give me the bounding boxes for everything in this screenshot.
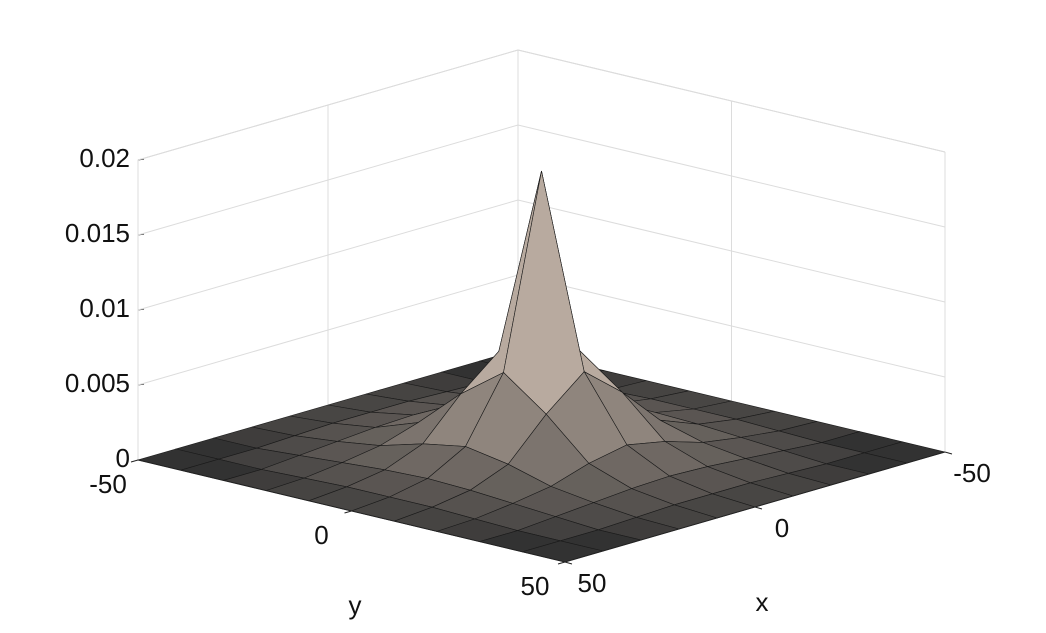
x-tick: [564, 561, 573, 565]
y-tick: [557, 561, 566, 565]
x-tick-label: 50: [578, 568, 607, 598]
axis-line: [137, 459, 566, 563]
y-tick-label: 0: [314, 520, 328, 550]
x-tick-label: 0: [775, 513, 789, 543]
x-tick: [944, 451, 953, 455]
x-tick: [754, 506, 763, 510]
z-tick-label: 0.02: [79, 143, 130, 173]
grid-line: [137, 49, 946, 161]
axis-line: [564, 451, 946, 563]
z-tick-label: 0: [116, 443, 130, 473]
y-tick-label: 50: [521, 571, 550, 601]
z-tick-label: 0.01: [79, 293, 130, 323]
y-tick: [344, 510, 352, 514]
y-tick: [130, 459, 139, 463]
x-tick-label: -50: [953, 458, 991, 488]
y-tick-label: -50: [89, 469, 127, 499]
x-axis-label: x: [756, 587, 769, 617]
y-axis-label: y: [349, 590, 362, 620]
z-tick-label: 0.015: [65, 218, 130, 248]
z-tick-label: 0.005: [65, 368, 130, 398]
